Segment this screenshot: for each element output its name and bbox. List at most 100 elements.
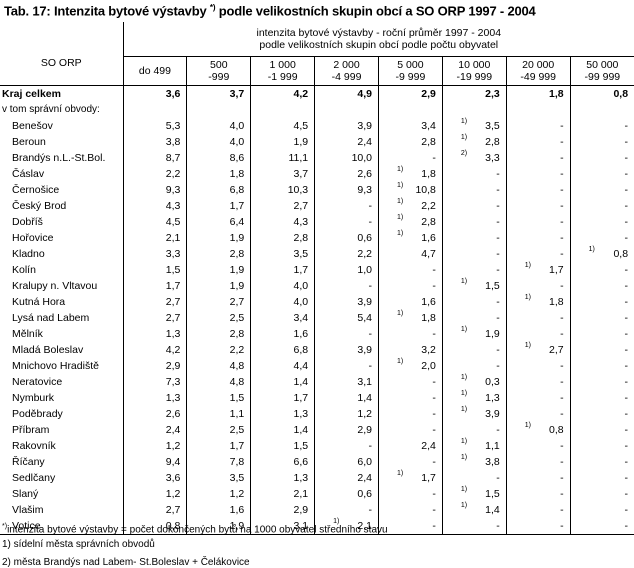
value-cell: 2,7 (122, 294, 187, 310)
cell-value: 3,3 (485, 152, 500, 164)
value-cell: 1,9 (186, 262, 251, 278)
value-cell: - (505, 214, 571, 230)
value-cell: 1) 3,9 (441, 406, 507, 422)
value-cell: - (505, 182, 571, 198)
footnote-marker: 1) (397, 182, 404, 189)
value-cell: - (441, 214, 507, 230)
value-cell: 2,4 (314, 470, 379, 486)
cell-value: 0,8 (613, 248, 629, 260)
value-cell: 2,9 (314, 422, 379, 438)
value-cell: - (569, 198, 634, 214)
data-row: Benešov 5,3 4,0 4,5 3,9 3,4 1) 3,5- - (0, 118, 634, 134)
value-cell: 1,7 (186, 438, 251, 454)
row-label: Čáslav (12, 168, 45, 180)
value-cell: 1,2 (186, 486, 251, 502)
data-table: SO ORP intenzita bytové výstavby - roční… (0, 22, 634, 535)
row-label: Příbram (12, 424, 50, 436)
data-row: Nymburk 1,3 1,5 1,7 1,4-1) 1,3- - (0, 390, 634, 406)
data-row: Mnichovo Hradiště 2,9 4,8 4,4-1) 2,0- - - (0, 358, 634, 374)
value-cell: 3,1 (314, 374, 379, 390)
value-cell: 1,7 (250, 262, 315, 278)
value-cell: 1) 1,6 (378, 230, 443, 246)
row-label: Mladá Boleslav (12, 344, 84, 356)
total-row: Kraj celkem 3,6 3,7 4,2 4,9 2,9 2,3 1,8 0,8 (0, 85, 634, 102)
value-cell: 2,5 (186, 310, 251, 326)
value-cell: - (505, 358, 571, 374)
value-cell: 1) 1,7 (378, 470, 443, 486)
value-cell: - (441, 342, 507, 358)
data-row: Rakovník 1,2 1,7 1,5-2,4 1) 1,1- - (0, 438, 634, 454)
value-cell: - (505, 198, 571, 214)
value-cell: - (314, 214, 379, 230)
footnote-marker: 1) (397, 470, 404, 477)
value-cell: 2,8 (186, 246, 251, 262)
column-header: 1 000 -1 999 (250, 56, 315, 86)
value-cell: 3,6 (122, 85, 187, 102)
value-cell: 1) 0,3 (441, 374, 507, 390)
footnote: 1) sídelní města správních obvodů (2, 538, 388, 556)
value-cell: 3,9 (314, 118, 379, 134)
cell-value: 1,3 (485, 392, 500, 404)
value-cell: 2,9 (250, 502, 315, 518)
cell-value: 1,5 (485, 488, 500, 500)
column-header-line: 5 000 (397, 59, 424, 71)
footnote: 2) města Brandýs nad Labem- St.Boleslav … (2, 556, 388, 568)
value-cell: 1,1 (186, 406, 251, 422)
value-cell: 2,6 (122, 406, 187, 422)
value-cell: - (505, 246, 571, 262)
value-cell: 1,6 (378, 294, 443, 310)
row-label: Poděbrady (12, 408, 63, 420)
value-cell: 4,3 (122, 198, 187, 214)
value-cell: 2,7 (186, 294, 251, 310)
value-cell: 2) 3,3 (441, 150, 507, 166)
footnote-marker: 1) (524, 422, 531, 429)
value-cell: - (505, 166, 571, 182)
value-cell: - (505, 518, 571, 535)
value-cell: - (569, 486, 634, 502)
value-cell: 4,5 (250, 118, 315, 134)
data-row: Beroun 3,8 4,0 1,9 2,4 2,8 1) 2,8- - (0, 134, 634, 150)
row-label: Sedlčany (12, 472, 56, 484)
footnotes: *)intenzita bytové výstavby = počet doko… (2, 520, 388, 568)
footnote-text: 2) města Brandýs nad Labem- St.Boleslav … (2, 557, 250, 568)
row-label: Mělník (12, 328, 43, 340)
row-label: Říčany (12, 456, 45, 468)
value-cell: - (378, 518, 443, 535)
value-cell: 1,3 (250, 470, 315, 486)
value-cell: - (314, 358, 379, 374)
row-label: Dobříš (12, 216, 43, 228)
value-cell: - (569, 326, 634, 342)
value-cell: - (569, 502, 634, 518)
value-cell: 4,9 (314, 85, 379, 102)
value-cell: 2,1 (250, 486, 315, 502)
cell-value: 1,7 (549, 264, 564, 276)
value-cell: 7,8 (186, 454, 251, 470)
value-cell: - (441, 518, 507, 535)
value-cell: 2,8 (378, 134, 443, 150)
data-row: Dobříš 4,5 6,4 4,3-1) 2,8- - - (0, 214, 634, 230)
value-cell: - (505, 454, 571, 470)
row-label: Černošice (12, 184, 60, 196)
column-header: 20 000 -49 999 (505, 56, 571, 86)
value-cell: - (441, 230, 507, 246)
value-cell: 3,9 (314, 342, 379, 358)
value-cell: 3,1 (250, 518, 315, 535)
value-cell: 3,6 (122, 470, 187, 486)
footnote-marker: 1) (588, 246, 595, 253)
value-cell: - (505, 390, 571, 406)
footnote-marker: 1) (333, 518, 340, 525)
column-header-row: do 499 500 -999 1 000 -1 999 2 000 -4 999 5 000… (0, 56, 634, 86)
value-cell: 1) 1,5 (441, 486, 507, 502)
row-label: v tom správní obvody: (2, 104, 100, 115)
value-cell: 2,1 (122, 230, 187, 246)
value-cell: 1,9 (186, 518, 251, 535)
value-cell: 3,4 (378, 118, 443, 134)
footnote-marker: 1) (460, 486, 468, 493)
value-cell: 1) 1,8 (378, 166, 443, 182)
value-cell: - (505, 438, 571, 454)
value-cell: 2,7 (122, 502, 187, 518)
value-cell: 3,5 (186, 470, 251, 486)
footnote-marker: 1) (397, 310, 404, 317)
row-label: Hořovice (12, 232, 54, 244)
footnote-marker: 1) (460, 134, 468, 141)
